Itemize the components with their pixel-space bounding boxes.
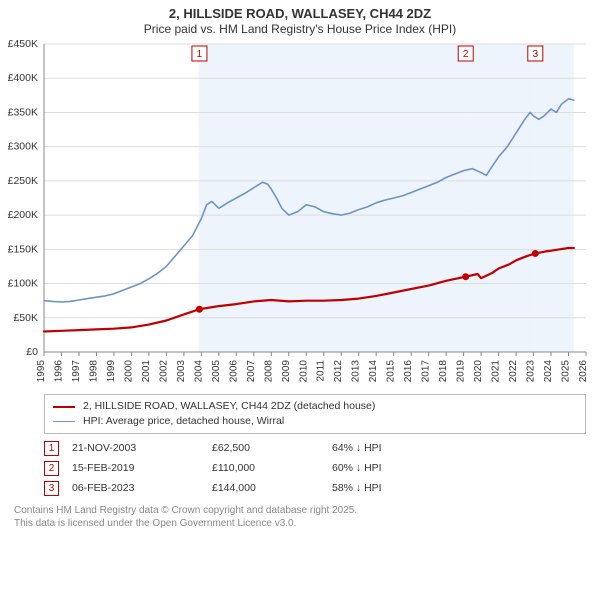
svg-text:2010: 2010 (298, 360, 309, 383)
transaction-marker: 2 (44, 461, 59, 476)
svg-text:1999: 1999 (106, 360, 117, 383)
transaction-price: £110,000 (212, 462, 332, 474)
svg-text:2025: 2025 (561, 360, 572, 383)
legend-swatch (53, 421, 75, 422)
svg-text:2002: 2002 (158, 360, 169, 383)
svg-text:£450K: £450K (8, 38, 38, 50)
transaction-date: 06-FEB-2023 (72, 482, 212, 494)
svg-text:2004: 2004 (193, 360, 204, 383)
svg-text:£350K: £350K (8, 106, 38, 118)
svg-text:1998: 1998 (88, 360, 99, 383)
legend-label: HPI: Average price, detached house, Wirr… (83, 414, 284, 429)
transaction-hpi-delta: 64% ↓ HPI (332, 442, 452, 454)
legend-row: 2, HILLSIDE ROAD, WALLASEY, CH44 2DZ (de… (53, 399, 577, 414)
svg-text:2014: 2014 (368, 360, 379, 383)
chart-title-line1: 2, HILLSIDE ROAD, WALLASEY, CH44 2DZ (0, 6, 600, 21)
svg-text:2023: 2023 (526, 360, 537, 383)
svg-text:2006: 2006 (228, 360, 239, 383)
legend-swatch (53, 406, 75, 408)
svg-text:2019: 2019 (456, 360, 467, 383)
svg-text:2001: 2001 (141, 360, 152, 383)
svg-text:2005: 2005 (211, 360, 222, 383)
svg-text:2009: 2009 (281, 360, 292, 383)
footer-attribution: Contains HM Land Registry data © Crown c… (14, 504, 586, 530)
svg-text:2017: 2017 (421, 360, 432, 383)
transaction-date: 21-NOV-2003 (72, 442, 212, 454)
svg-text:2026: 2026 (578, 360, 589, 383)
line-chart-svg: £0 £50K £100K £150K £200K £250K £300K £350K £400… (0, 38, 600, 390)
svg-text:2018: 2018 (438, 360, 449, 383)
legend: 2, HILLSIDE ROAD, WALLASEY, CH44 2DZ (de… (44, 394, 586, 434)
svg-text:2022: 2022 (508, 360, 519, 383)
svg-text:2020: 2020 (473, 360, 484, 383)
footer-line1: Contains HM Land Registry data © Crown c… (14, 504, 586, 517)
svg-text:2012: 2012 (333, 360, 344, 383)
svg-text:2013: 2013 (351, 360, 362, 383)
transaction-hpi-delta: 58% ↓ HPI (332, 482, 452, 494)
svg-text:£250K: £250K (8, 175, 38, 187)
chart-area: £0 £50K £100K £150K £200K £250K £300K £350K £400… (0, 38, 600, 390)
legend-label: 2, HILLSIDE ROAD, WALLASEY, CH44 2DZ (de… (83, 399, 375, 414)
svg-text:£100K: £100K (8, 278, 38, 290)
chart-title-line2: Price paid vs. HM Land Registry's House … (0, 22, 600, 36)
transaction-hpi-delta: 60% ↓ HPI (332, 462, 452, 474)
svg-text:£0: £0 (26, 346, 38, 358)
svg-text:1997: 1997 (71, 360, 82, 383)
svg-text:1995: 1995 (36, 360, 47, 383)
chart-title-block: 2, HILLSIDE ROAD, WALLASEY, CH44 2DZ Pri… (0, 0, 600, 38)
svg-text:£400K: £400K (8, 72, 38, 84)
transaction-price: £144,000 (212, 482, 332, 494)
svg-text:1996: 1996 (53, 360, 64, 383)
svg-text:£300K: £300K (8, 141, 38, 153)
svg-text:£200K: £200K (8, 209, 38, 221)
transaction-price: £62,500 (212, 442, 332, 454)
transaction-row: 2 15-FEB-2019£110,00060% ↓ HPI (44, 458, 586, 478)
svg-text:2: 2 (463, 49, 469, 60)
transaction-marker: 3 (44, 481, 59, 496)
svg-text:3: 3 (533, 49, 539, 60)
svg-text:2021: 2021 (491, 360, 502, 383)
legend-row: HPI: Average price, detached house, Wirr… (53, 414, 577, 429)
svg-text:2007: 2007 (246, 360, 257, 383)
svg-text:£150K: £150K (8, 243, 38, 255)
transaction-date: 15-FEB-2019 (72, 462, 212, 474)
svg-text:£50K: £50K (13, 312, 38, 324)
transaction-marker: 1 (44, 441, 59, 456)
transaction-row: 1 21-NOV-2003£62,50064% ↓ HPI (44, 438, 586, 458)
transaction-row: 3 06-FEB-2023£144,00058% ↓ HPI (44, 478, 586, 498)
svg-text:2011: 2011 (316, 360, 327, 382)
svg-text:2000: 2000 (123, 360, 134, 383)
svg-text:2024: 2024 (543, 360, 554, 383)
svg-text:1: 1 (197, 49, 203, 60)
svg-text:2016: 2016 (403, 360, 414, 383)
svg-text:2008: 2008 (263, 360, 274, 383)
transactions-table: 1 21-NOV-2003£62,50064% ↓ HPI 2 15-FEB-2019… (44, 438, 586, 498)
svg-text:2003: 2003 (176, 360, 187, 383)
svg-text:2015: 2015 (386, 360, 397, 383)
footer-line2: This data is licensed under the Open Gov… (14, 517, 586, 530)
